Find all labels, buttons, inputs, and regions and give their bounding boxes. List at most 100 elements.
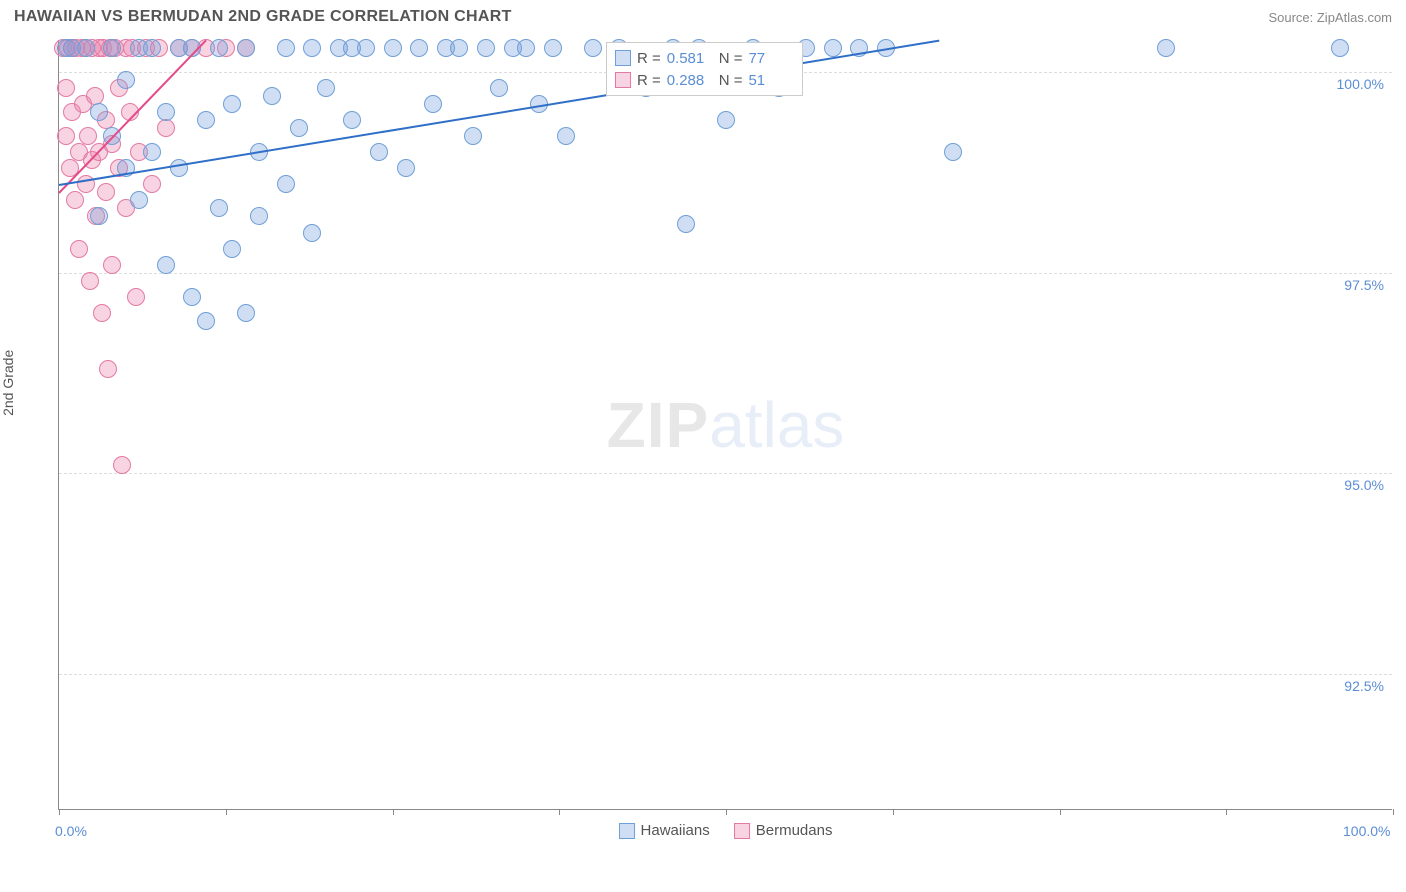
gridline-h [59,473,1392,474]
data-point [143,175,161,193]
data-point [143,39,161,57]
watermark: ZIPatlas [607,388,845,462]
data-point [157,103,175,121]
y-tick-label: 97.5% [1344,277,1384,293]
data-point [93,304,111,322]
data-point [97,183,115,201]
x-tick [726,809,727,815]
data-point [557,127,575,145]
r-label: R = [637,72,661,89]
x-tick [226,809,227,815]
y-tick-label: 92.5% [1344,678,1384,694]
series-swatch [615,72,631,88]
source-label: Source: ZipAtlas.com [1268,10,1392,25]
info-row: R = 0.581 N = 77 [615,47,795,69]
data-point [157,119,175,137]
x-tick [1393,809,1394,815]
chart-title: HAWAIIAN VS BERMUDAN 2ND GRADE CORRELATI… [14,8,512,26]
n-value: 77 [748,50,794,67]
data-point [317,79,335,97]
data-point [824,39,842,57]
data-point [237,39,255,57]
data-point [223,240,241,258]
gridline-h [59,674,1392,675]
data-point [90,103,108,121]
data-point [210,39,228,57]
series-swatch [615,50,631,66]
trend-line [59,40,940,186]
legend-label: Bermudans [756,822,833,839]
n-value: 51 [748,72,794,89]
gridline-h [59,273,1392,274]
data-point [424,95,442,113]
y-axis-label: 2nd Grade [0,350,16,416]
legend: Hawaiians Bermudans [619,822,833,839]
data-point [384,39,402,57]
legend-label: Hawaiians [641,822,710,839]
data-point [79,127,97,145]
data-point [1157,39,1175,57]
data-point [57,127,75,145]
data-point [464,127,482,145]
data-point [237,304,255,322]
x-tick-label: 100.0% [1343,823,1390,839]
data-point [677,215,695,233]
data-point [397,159,415,177]
data-point [290,119,308,137]
x-tick [559,809,560,815]
r-label: R = [637,50,661,67]
y-tick-label: 100.0% [1337,76,1384,92]
data-point [197,111,215,129]
data-point [127,288,145,306]
data-point [303,224,321,242]
data-point [250,207,268,225]
x-tick-label: 0.0% [55,823,87,839]
n-label: N = [719,72,743,89]
data-point [343,111,361,129]
data-point [90,207,108,225]
x-tick [893,809,894,815]
legend-swatch [619,823,635,839]
data-point [477,39,495,57]
legend-item: Bermudans [734,822,833,839]
data-point [263,87,281,105]
x-tick [59,809,60,815]
data-point [113,456,131,474]
watermark-atlas: atlas [709,389,844,461]
data-point [157,256,175,274]
data-point [99,360,117,378]
n-label: N = [719,50,743,67]
data-point [183,288,201,306]
data-point [117,71,135,89]
data-point [170,159,188,177]
data-point [544,39,562,57]
r-value: 0.581 [667,50,713,67]
data-point [303,39,321,57]
data-point [223,95,241,113]
correlation-info-box: R = 0.581 N = 77 R = 0.288 N = 51 [606,42,804,96]
chart-container: 2nd Grade ZIPatlas 92.5%95.0%97.5%100.0%… [14,40,1392,842]
data-point [490,79,508,97]
data-point [66,191,84,209]
data-point [944,143,962,161]
data-point [717,111,735,129]
data-point [197,312,215,330]
data-point [277,39,295,57]
data-point [143,143,161,161]
data-point [450,39,468,57]
info-row: R = 0.288 N = 51 [615,69,795,91]
r-value: 0.288 [667,72,713,89]
data-point [103,256,121,274]
legend-swatch [734,823,750,839]
data-point [277,175,295,193]
y-tick-label: 95.0% [1344,477,1384,493]
data-point [130,191,148,209]
data-point [81,272,99,290]
data-point [77,39,95,57]
x-tick [1226,809,1227,815]
data-point [584,39,602,57]
watermark-zip: ZIP [607,389,710,461]
data-point [86,87,104,105]
data-point [103,39,121,57]
data-point [57,79,75,97]
